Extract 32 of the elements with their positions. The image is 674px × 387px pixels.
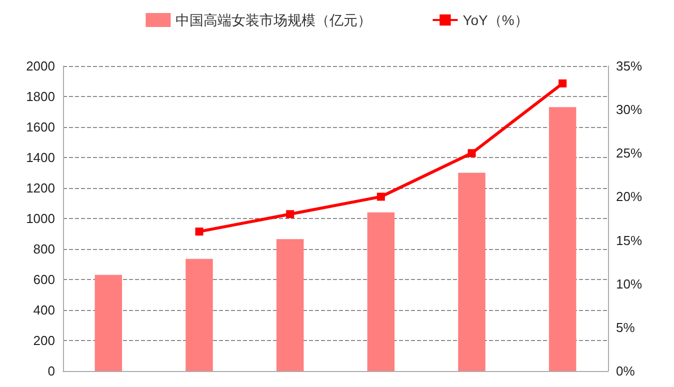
y2-tick-label: 5% [616,320,636,335]
bar [186,258,213,371]
y-tick-label: 600 [33,272,55,287]
point [376,192,385,201]
point [195,228,204,236]
bar [458,172,486,371]
y2-tick-label: 10% [616,276,642,292]
y-tick-label: 400 [33,302,55,318]
point [558,79,567,88]
y-tick-label: 1400 [26,150,55,165]
y-tick-label: 2000 [26,58,55,74]
point [286,210,294,218]
y-tick-label: 1000 [26,211,55,226]
legend-label: YoY（%） [462,12,528,28]
y2-tick-label: 0% [616,364,636,378]
bar [548,107,576,371]
legend-label: 中国高端女装市场规模（亿元） [176,12,372,28]
bar [276,239,304,371]
y2-tick-label: 30% [616,102,642,118]
y-tick-label: 200 [33,333,55,348]
y2-tick-label: 15% [616,232,642,248]
y-tick-label: 1200 [26,180,55,196]
y-tick-label: 1800 [26,89,55,104]
y-tick-label: 800 [33,242,55,256]
y2-tick-label: 35% [616,58,642,74]
y-tick-label: 0 [48,364,55,378]
y-tick-label: 1600 [26,120,55,134]
bar [367,212,395,371]
y2-tick-label: 25% [616,146,642,161]
point [468,149,476,158]
y2-tick-label: 20% [616,189,642,204]
bar [94,274,122,371]
